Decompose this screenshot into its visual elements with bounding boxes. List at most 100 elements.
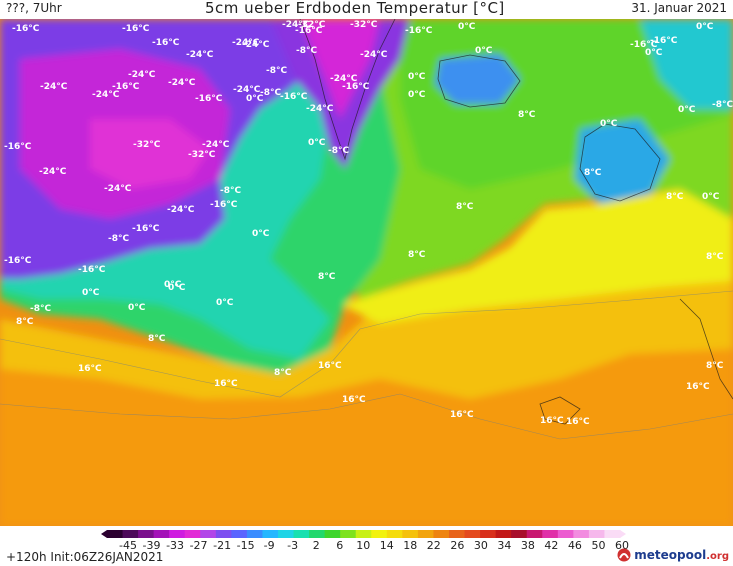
map-temperature-label: 0°C xyxy=(645,48,663,58)
colorbar-swatch xyxy=(293,530,310,538)
colorbar-swatch xyxy=(309,530,326,538)
map-temperature-label: 8°C xyxy=(666,192,684,202)
colorbar-swatch xyxy=(169,530,186,538)
colorbar-swatch xyxy=(511,530,528,538)
colorbar-swatch xyxy=(588,530,605,538)
colorbar-swatch xyxy=(402,530,419,538)
map-temperature-label: -8°C xyxy=(108,234,129,244)
map-temperature-label: 8°C xyxy=(518,110,536,120)
colorbar-swatch xyxy=(355,530,372,538)
map-temperature-label: -32°C xyxy=(188,150,216,160)
map-temperature-label: -24°C xyxy=(233,85,261,95)
map-temperature-label: -24°C xyxy=(360,50,388,60)
colorbar-tick-label: -21 xyxy=(213,539,231,550)
colorbar-swatch xyxy=(215,530,232,538)
map-temperature-label: -8°C xyxy=(296,46,317,56)
brand-word: meteopool xyxy=(634,548,707,562)
map-temperature-label: -24°C xyxy=(242,40,270,50)
colorbar-tick-label: 50 xyxy=(591,539,605,550)
map-temperature-label: 0°C xyxy=(702,192,720,202)
colorbar-swatch xyxy=(480,530,497,538)
colorbar-swatch xyxy=(278,530,295,538)
colorbar-swatch xyxy=(246,530,263,538)
map-temperature-label: 8°C xyxy=(456,202,474,212)
map-temperature-label: -16°C xyxy=(650,36,678,46)
map-temperature-label: -24°C xyxy=(40,82,68,92)
colorbar-swatch xyxy=(138,530,155,538)
colorbar-tick-label: 2 xyxy=(313,539,320,550)
map-temperature-label: 0°C xyxy=(458,22,476,32)
map-temperature-label: 0°C xyxy=(246,94,264,104)
map-temperature-label: 8°C xyxy=(408,250,426,260)
run-label: ???, 7Uhr xyxy=(6,1,62,15)
map-temperature-label: -16°C xyxy=(630,40,658,50)
map-temperature-label: -8°C xyxy=(260,88,281,98)
colorbar-swatch xyxy=(184,530,201,538)
map-temperature-label: 0°C xyxy=(696,22,714,32)
map-temperature-label: 0°C xyxy=(82,288,100,298)
brand-suffix: .org xyxy=(706,551,729,562)
colorbar-tick-label: 46 xyxy=(568,539,582,550)
colorbar-tick-label: 38 xyxy=(521,539,535,550)
map-temperature-label: 16°C xyxy=(540,416,564,426)
map-temperature-label: -32°C xyxy=(350,20,378,30)
map-temperature-label: -16°C xyxy=(195,94,223,104)
colorbar-swatch xyxy=(340,530,357,538)
colorbar-swatch xyxy=(386,530,403,538)
map-temperature-label: -24°C xyxy=(282,20,310,30)
colorbar-tick-label: -33 xyxy=(166,539,184,550)
map-temperature-label: 16°C xyxy=(686,382,710,392)
colorbar-swatch xyxy=(604,530,621,538)
map-temperature-label: -24°C xyxy=(168,78,196,88)
colorbar-tick-label: 6 xyxy=(336,539,343,550)
map-temperature-label: -24°C xyxy=(167,205,195,215)
map-temperature-label: 0°C xyxy=(164,280,182,290)
colorbar-swatch xyxy=(542,530,559,538)
colorbar-swatch xyxy=(573,530,590,538)
map-temperature-label: -24°C xyxy=(232,38,260,48)
valid-date: 31. Januar 2021 xyxy=(631,1,727,15)
legend-area: -45 -39 -33 -27 -21 -15 -9 -3 2 6 10 14 18 22 26 30 34 38… xyxy=(0,526,733,566)
map-temperature-label: -16°C xyxy=(405,26,433,36)
yellow-zone xyxy=(340,189,733,324)
map-temperature-label: -24°C xyxy=(92,90,120,100)
colorbar-tick-label: 18 xyxy=(403,539,417,550)
map-temperature-label: 0°C xyxy=(216,298,234,308)
colorbar-tick-label: 30 xyxy=(474,539,488,550)
colorbar-tick-label: -3 xyxy=(287,539,298,550)
colorbar-tick-label: 14 xyxy=(380,539,394,550)
map-temperature-label: 8°C xyxy=(318,272,336,282)
forecast-step: +120h xyxy=(6,550,47,564)
temperature-label-layer: -16°C -16°C-16°C -24°C-32°C-24°C-16°C-32°C… xyxy=(4,20,733,427)
colorbar-swatch xyxy=(495,530,512,538)
colorbar-swatch xyxy=(433,530,450,538)
colorbar-swatch xyxy=(526,530,543,538)
teal-zone xyxy=(0,79,330,359)
colorbar-tick-label: -27 xyxy=(190,539,208,550)
colorbar-tick-label: 34 xyxy=(497,539,511,550)
temperature-map[interactable]: -16°C -16°C -16°C -24°C -32°C -24°C -16°C -32°C… xyxy=(0,19,733,526)
colorbar-ticks: -45 -39 -33 -27 -21 -15 -9 -3 2 6 10 14 18 22 26 30 34 38… xyxy=(119,539,629,550)
map-temperature-label: -16°C xyxy=(112,82,140,92)
map-temperature-label: 16°C xyxy=(566,417,590,427)
colorbar-tick-label: 10 xyxy=(356,539,370,550)
map-temperature-label: 8°C xyxy=(148,334,166,344)
meteopool-logo-icon xyxy=(617,548,631,562)
map-temperature-label: -24°C xyxy=(330,74,358,84)
brand-name: meteopool.org xyxy=(634,548,729,562)
colorbar-swatch xyxy=(122,530,139,538)
map-temperature-label: 0°C xyxy=(678,105,696,115)
coastlines xyxy=(299,19,733,425)
map-temperature-label: 0°C xyxy=(408,90,426,100)
map-temperature-label: -24°C xyxy=(104,184,132,194)
map-temperature-label: 8°C xyxy=(274,368,292,378)
iceland-zone xyxy=(435,54,520,104)
colorbar-tick-label: -45 xyxy=(119,539,137,550)
map-temperature-label: -16°C xyxy=(78,265,106,275)
map-temperature-label: -32°C xyxy=(298,20,326,30)
brand-logo[interactable]: meteopool.org xyxy=(617,546,729,564)
map-temperature-label: -8°C xyxy=(328,146,349,156)
colorbar-tick-label: 26 xyxy=(450,539,464,550)
map-temperature-label: 0°C xyxy=(128,303,146,313)
map-temperature-label: -16°C xyxy=(12,24,40,34)
